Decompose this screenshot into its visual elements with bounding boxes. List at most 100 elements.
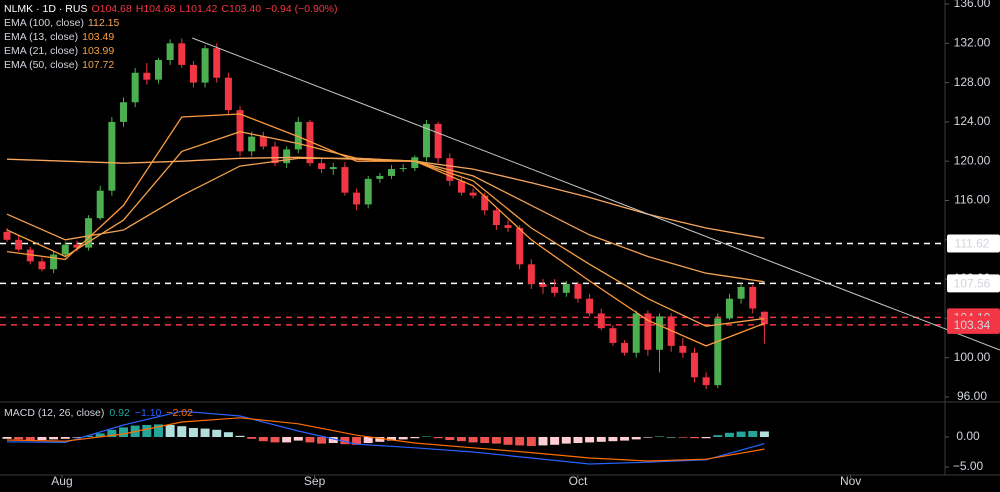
candle-body: [120, 102, 128, 122]
legend-value: 112.15: [87, 17, 120, 29]
candle-body: [213, 48, 221, 78]
histogram-bar: [608, 436, 618, 442]
candle-body: [85, 218, 93, 248]
candle-body: [108, 121, 116, 191]
histogram-bar: [72, 436, 82, 438]
candle-body: [551, 286, 559, 293]
histogram-bar: [445, 436, 455, 441]
candle-body: [481, 195, 489, 211]
histogram-bar: [37, 436, 47, 441]
legend-value: 103.49: [82, 31, 115, 43]
candle-body: [131, 72, 139, 103]
candle-body: [516, 227, 524, 265]
histogram-bar: [95, 433, 105, 437]
histogram-bar: [153, 424, 163, 437]
legend-row: EMA (21, close) 103.99: [4, 44, 342, 58]
histogram-bar: [119, 427, 129, 437]
candle-body: [586, 298, 594, 314]
candle-body: [492, 210, 500, 226]
price-legend: NLMK · 1D · RUS O104.68 H104.68 L101.42 C103…: [4, 2, 342, 72]
histogram-bar: [84, 435, 94, 437]
candle-body: [690, 352, 698, 378]
y-tick-label: 100.00: [954, 350, 991, 364]
histogram-bar: [247, 436, 257, 439]
histogram-bar: [363, 436, 373, 444]
candle-body: [562, 283, 570, 293]
candle-body: [539, 283, 547, 287]
candle-body: [189, 64, 197, 83]
trendline: [192, 37, 1000, 351]
histogram-bar: [282, 436, 292, 443]
candle-body: [597, 313, 605, 329]
macd-legend: MACD (12, 26, close) 0.92 −1.10 −2.02: [4, 407, 198, 419]
y-tick-label: −5.00: [953, 459, 984, 473]
candle-body: [259, 136, 267, 147]
histogram-bar: [515, 436, 525, 446]
price-label: 103.34: [954, 318, 991, 332]
histogram-bar: [328, 436, 338, 444]
histogram-bar: [165, 424, 175, 437]
x-tick-label: Nov: [840, 474, 861, 488]
histogram-bar: [49, 436, 59, 440]
histogram-bar: [468, 436, 478, 443]
candle-body: [760, 311, 768, 325]
candle-body: [656, 316, 664, 350]
candle-body: [376, 175, 384, 179]
price-label-box: [947, 274, 1000, 293]
quote: C103.40: [221, 3, 262, 15]
histogram-bar: [538, 436, 548, 446]
candle-body: [644, 313, 652, 350]
candle-body: [96, 190, 104, 219]
candle-body: [714, 318, 722, 386]
candle-body: [294, 121, 302, 150]
legend-name: EMA (13, close): [4, 31, 79, 43]
candle-body: [632, 313, 640, 353]
candle-body: [422, 123, 430, 158]
histogram-bar: [713, 435, 723, 437]
histogram-bar: [352, 436, 362, 445]
candle-body: [201, 48, 209, 83]
candle-body: [434, 123, 442, 159]
candle-body: [341, 167, 349, 193]
histogram-bar: [293, 436, 303, 441]
price-label: 107.56: [954, 277, 991, 291]
legend-row: EMA (50, close) 107.72: [4, 58, 342, 72]
histogram-bar: [480, 436, 490, 444]
histogram-bar: [107, 429, 117, 437]
histogram-bar: [375, 436, 385, 442]
histogram-bar: [585, 436, 595, 443]
histogram-bar: [596, 436, 606, 442]
candle-body: [388, 169, 396, 176]
histogram-bar: [503, 436, 513, 445]
histogram-bar: [526, 436, 536, 447]
candle-body: [15, 239, 23, 250]
histogram-bar: [561, 436, 571, 444]
histogram-bar: [270, 436, 280, 443]
histogram-bar: [212, 429, 222, 437]
candle-body: [457, 180, 465, 193]
y-tick-label: 136.00: [954, 0, 991, 10]
candle-body: [271, 146, 279, 164]
x-tick-label: Oct: [569, 474, 588, 488]
histogram-bar: [177, 426, 187, 437]
histogram-bar: [631, 436, 641, 440]
histogram-bar: [387, 436, 397, 441]
histogram-bar: [491, 436, 501, 444]
histogram-bar: [142, 424, 152, 437]
histogram-bar: [14, 436, 24, 440]
price-label: 111.62: [955, 237, 990, 251]
histogram-bar: [258, 436, 268, 442]
y-tick-label: 0.00: [956, 429, 980, 443]
macd-line: [6, 417, 765, 462]
candle-body: [469, 192, 477, 196]
y-tick-label: 128.00: [954, 75, 991, 89]
y-tick-label: 120.00: [954, 153, 991, 167]
legend-row: EMA (13, close) 103.49: [4, 30, 342, 44]
price-pane: [0, 38, 945, 390]
candle-body: [353, 192, 361, 205]
legend-row: NLMK · 1D · RUS O104.68 H104.68 L101.42 C103…: [4, 2, 342, 16]
candle-body: [248, 136, 256, 152]
histogram-bar: [701, 436, 711, 439]
